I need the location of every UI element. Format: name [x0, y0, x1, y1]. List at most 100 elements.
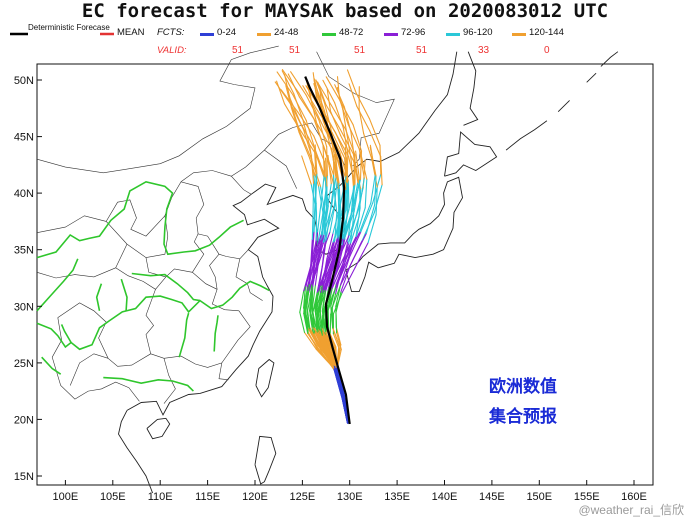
ensemble-member-45-segment-3 — [303, 331, 317, 350]
ensemble-member-11-segment-13 — [346, 69, 357, 94]
ensemble-member-33-segment-4 — [316, 310, 319, 333]
ensemble-member-9-segment-11 — [342, 127, 349, 155]
ensemble-member-45-segment-5 — [299, 290, 305, 313]
ensemble-member-22-segment-11 — [318, 119, 328, 148]
ensemble-member-11-segment-8 — [360, 202, 374, 233]
lon-label-145: 145E — [479, 491, 505, 503]
lat-label-35: 35N — [14, 245, 34, 257]
ensemble-member-45-segment-4 — [299, 311, 306, 333]
ensemble-member-43-segment-8 — [348, 205, 361, 236]
legend-swatch-0 — [200, 33, 214, 36]
ensemble-member-50-segment-10 — [314, 147, 326, 178]
ensemble-member-45-segment-1 — [333, 367, 343, 399]
ensemble-member-14-segment-11 — [324, 126, 333, 154]
ensemble-member-48-segment-8 — [332, 203, 341, 234]
ensemble-member-10-segment-4 — [309, 314, 314, 336]
coastline-4 — [444, 131, 498, 177]
ensemble-member-15-segment-11 — [350, 131, 355, 158]
lon-label-120: 120E — [242, 491, 268, 503]
ensemble-member-30-segment-11 — [369, 130, 382, 158]
ensemble-member-35-segment-7 — [341, 242, 350, 269]
ensemble-member-42-segment-3 — [314, 331, 324, 350]
lat-label-45: 45N — [14, 132, 34, 144]
ensemble-member-50-segment-3 — [309, 328, 322, 347]
coastline-2 — [255, 358, 275, 398]
ensemble-member-48-segment-6 — [321, 258, 328, 286]
deterministic-legend-line — [10, 32, 28, 36]
province-border-0 — [36, 45, 279, 174]
ensemble-member-50-segment-9 — [324, 176, 328, 207]
ensemble-member-50-segment-2 — [320, 345, 335, 367]
ensemble-member-33-segment-10 — [334, 154, 340, 184]
coastline-8 — [586, 72, 597, 83]
ensemble-member-29-segment-12 — [338, 99, 354, 126]
map-axes: 50N 45N 40N 35N 30N 25N 20N 15N 100E 105E 110E 115E… — [14, 75, 647, 503]
river-3 — [120, 278, 128, 311]
ensemble-member-10-segment-8 — [317, 216, 323, 246]
ensemble-member-44-segment-10 — [322, 144, 334, 175]
ensemble-member-44-segment-7 — [320, 231, 331, 259]
ensemble-member-1-segment-9 — [317, 185, 324, 215]
ensemble-member-30-segment-5 — [335, 290, 342, 314]
ensemble-member-16-segment-12 — [298, 92, 315, 119]
ensemble-member-38-segment-6 — [339, 258, 355, 286]
ensemble-member-34-segment-5 — [312, 291, 318, 314]
ensemble-member-45-segment-2 — [315, 348, 335, 369]
ensemble-member-38-segment-7 — [352, 232, 367, 260]
ensemble-member-11-segment-6 — [340, 256, 350, 285]
coastline-5 — [463, 51, 479, 126]
river-10 — [60, 324, 72, 343]
ensemble-member-39-segment-8 — [355, 207, 361, 238]
map-frame — [36, 63, 654, 486]
province-border-6 — [163, 358, 176, 404]
ensemble-member-49-segment-6 — [324, 263, 334, 291]
ensemble-member-45-segment-10 — [301, 155, 312, 185]
coastline-9 — [254, 435, 277, 485]
ensemble-member-25-segment-8 — [355, 207, 366, 237]
ensemble-member-18-segment-10 — [348, 155, 356, 186]
ensemble-member-25-segment-11 — [347, 124, 361, 152]
ensemble-member-37-segment-8 — [359, 202, 372, 233]
ensemble-member-38-segment-9 — [374, 175, 377, 206]
province-border-9 — [235, 258, 263, 301]
ensemble-member-30-segment-10 — [380, 156, 383, 186]
ensemble-member-29-segment-13 — [325, 76, 341, 101]
ensemble-member-47-segment-9 — [315, 173, 318, 204]
ensemble-member-47-segment-5 — [306, 283, 310, 307]
ensemble-member-1-segment-12 — [290, 107, 300, 133]
province-border-13 — [180, 170, 252, 195]
ensemble-member-44-segment-8 — [329, 202, 336, 233]
ensemble-member-49-segment-5 — [321, 289, 326, 312]
ensemble-member-26-segment-12 — [291, 107, 301, 134]
ensemble-member-12-segment-12 — [283, 103, 300, 130]
ensemble-member-44-segment-4 — [307, 305, 314, 328]
legend-swatch-1 — [257, 33, 271, 36]
lon-label-110: 110E — [148, 491, 173, 503]
lon-label-160: 160E — [621, 491, 647, 503]
ensemble-member-18-segment-9 — [351, 184, 356, 214]
ensemble-member-22-segment-10 — [326, 146, 328, 177]
ensemble-member-28-segment-5 — [304, 289, 309, 313]
lon-label-100: 100E — [53, 491, 79, 503]
valid-count-3: 51 — [416, 45, 428, 56]
ensemble-member-49-segment-1 — [335, 367, 344, 398]
ensemble-member-30-segment-12 — [356, 105, 371, 132]
watermark: @weather_rai_信欣 — [578, 503, 684, 517]
ensemble-member-30-segment-3 — [336, 332, 342, 350]
coastline-3 — [345, 176, 463, 293]
ensemble-member-36-segment-4 — [311, 307, 317, 330]
ensemble-member-29-segment-10 — [359, 150, 363, 180]
ensemble-member-46-segment-6 — [329, 263, 340, 291]
ensemble-member-36-segment-5 — [311, 285, 314, 309]
lon-label-130: 130E — [337, 491, 363, 503]
ensemble-member-44-segment-3 — [312, 326, 325, 346]
ensemble-tracks — [274, 69, 383, 425]
ensemble-member-34-segment-10 — [324, 157, 328, 187]
ensemble-member-10-segment-13 — [280, 89, 299, 113]
ensemble-member-17-segment-7 — [325, 241, 334, 268]
ensemble-member-32-segment-10 — [333, 147, 343, 177]
coastline-7 — [557, 100, 570, 113]
river-1 — [36, 280, 270, 351]
ensemble-member-40-segment-9 — [343, 189, 347, 218]
deterministic-legend-label: Deterministic Forecase — [28, 23, 110, 32]
